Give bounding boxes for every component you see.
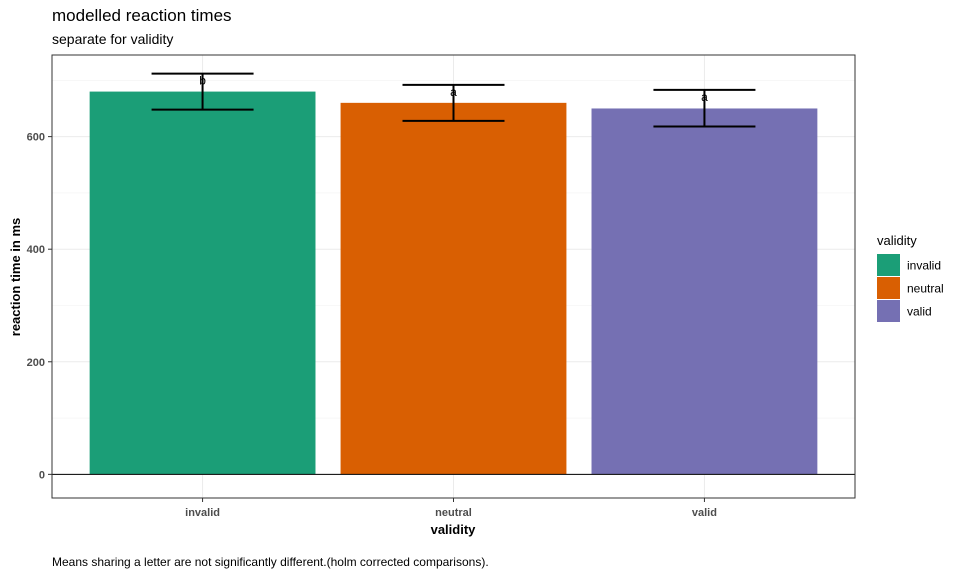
legend-swatch-invalid	[877, 254, 900, 276]
chart-subtitle: separate for validity	[52, 31, 174, 47]
y-axis-ticks: 0 200 400 600	[27, 132, 52, 481]
bar-neutral	[340, 102, 567, 475]
legend-title: validity	[877, 233, 917, 248]
legend-label-neutral: neutral	[907, 282, 944, 296]
y-tick-label: 200	[27, 357, 45, 369]
legend-items: invalid neutral valid	[877, 254, 944, 322]
chart-title: modelled reaction times	[52, 6, 232, 25]
legend-swatch-neutral	[877, 277, 900, 299]
error-bar-layer	[151, 72, 756, 128]
significance-letter-neutral: a	[450, 85, 457, 99]
significance-letter-invalid: b	[199, 74, 206, 88]
bar-layer	[52, 91, 855, 475]
legend: validity invalid neutral valid	[877, 233, 944, 322]
y-tick-label: 0	[39, 469, 45, 481]
legend-swatch-valid	[877, 300, 900, 322]
x-tick-label: neutral	[435, 507, 472, 519]
legend-label-invalid: invalid	[907, 259, 941, 273]
y-tick-label: 400	[27, 244, 45, 256]
y-tick-label: 600	[27, 132, 45, 144]
x-axis-ticks: invalid neutral valid	[185, 498, 717, 519]
x-axis-title: validity	[431, 522, 477, 537]
significance-letter-valid: a	[701, 90, 708, 104]
y-axis-title: reaction time in ms	[8, 218, 23, 336]
x-tick-label: valid	[692, 507, 717, 519]
legend-label-valid: valid	[907, 305, 932, 319]
x-tick-label: invalid	[185, 507, 220, 519]
bar-invalid	[89, 91, 316, 475]
bar-valid	[591, 108, 818, 475]
significance-letter-layer: b a a	[199, 74, 708, 104]
chart-caption: Means sharing a letter are not significa…	[52, 555, 489, 569]
